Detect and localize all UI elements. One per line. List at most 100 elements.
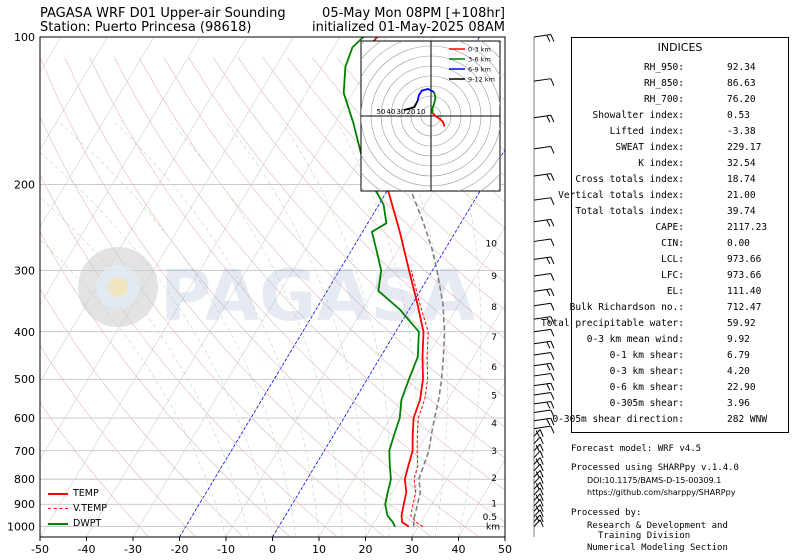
index-row: RH_700: 76.20 xyxy=(572,92,788,108)
isotherm xyxy=(40,37,201,306)
dry-adiabat xyxy=(287,57,505,283)
moist-adiabat xyxy=(337,123,418,537)
wind-barb xyxy=(533,514,544,523)
x-tick-label: -20 xyxy=(171,543,189,556)
index-value: -3.38 xyxy=(727,126,756,137)
wind-barb xyxy=(533,429,544,437)
dry-adiabat xyxy=(188,57,505,398)
wind-barb xyxy=(533,328,555,337)
height-label: 1 xyxy=(491,500,497,510)
height-label: 10 xyxy=(486,239,498,249)
legend-swatch xyxy=(48,508,68,509)
index-row: Bulk Richardson no.: 712.47 xyxy=(569,300,788,316)
index-value: 86.63 xyxy=(727,78,756,89)
index-label: Cross totals index: xyxy=(575,174,684,185)
legend-entry: V.TEMP xyxy=(46,501,107,516)
index-label: Vertical totals index: xyxy=(558,190,684,201)
dry-adiabat xyxy=(40,231,291,537)
pagasa-logo-watermark: PAGASA xyxy=(78,247,475,337)
index-row: Cross totals index: 18.74 xyxy=(572,172,788,188)
height-label: 9 xyxy=(491,272,497,282)
index-label: K index: xyxy=(638,158,684,169)
isotherm xyxy=(225,71,505,537)
series-parcel xyxy=(380,57,446,527)
wind-barb xyxy=(533,273,555,281)
index-label: Showalter index: xyxy=(592,110,684,121)
dry-adiabat xyxy=(262,57,505,311)
station-label: Station: Puerto Princesa (98618) xyxy=(40,20,252,35)
index-label: 0-305m shear: xyxy=(609,398,684,409)
wind-barb xyxy=(533,372,555,381)
isotherm-highlight xyxy=(272,148,505,537)
moist-adiabat xyxy=(448,123,482,537)
index-row: EL: 111.40 xyxy=(572,284,788,300)
y-tick-label: 200 xyxy=(14,178,35,191)
y-tick-label: 400 xyxy=(14,326,35,339)
hodo-trace xyxy=(431,112,446,127)
index-label: Lifted index: xyxy=(609,126,684,137)
isotherm xyxy=(40,37,62,73)
legend-entry: TEMP xyxy=(46,486,107,501)
index-label: 0-6 km shear: xyxy=(609,382,684,393)
wind-barb xyxy=(533,436,544,445)
y-tick-label: 500 xyxy=(14,373,35,386)
hodo-trace xyxy=(403,100,419,111)
dry-adiabat xyxy=(113,57,505,491)
index-label: RH_950: xyxy=(643,62,684,73)
moist-adiabat xyxy=(282,123,391,537)
y-tick-label: 900 xyxy=(14,498,35,511)
forecast-model: Forecast model: WRF v4.5 xyxy=(571,444,702,454)
index-label: RH_850: xyxy=(643,78,684,89)
org-line-2: Training Division xyxy=(598,531,691,541)
height-label: 5 xyxy=(491,392,497,402)
legend-label: TEMP xyxy=(73,488,99,499)
height-label: 4 xyxy=(491,420,497,430)
index-value: 6.79 xyxy=(727,350,750,361)
dry-adiabat xyxy=(237,57,505,339)
index-value: 39.74 xyxy=(727,206,756,217)
hodo-trace xyxy=(431,91,437,113)
index-label: CIN: xyxy=(661,238,684,249)
x-tick-label: -50 xyxy=(31,543,49,556)
height-label: 7 xyxy=(491,333,497,343)
valid-time: 05-May Mon 08PM [+108hr] xyxy=(322,6,505,21)
series-vtemp xyxy=(410,270,429,528)
wind-barb xyxy=(533,400,555,409)
hodo-trace xyxy=(416,88,435,102)
dry-adiabat xyxy=(212,57,505,368)
index-row: CIN: 0.00 xyxy=(572,236,788,252)
moist-adiabat xyxy=(171,123,343,537)
dry-adiabat xyxy=(40,174,338,537)
index-value: 21.00 xyxy=(727,190,756,201)
dry-adiabat xyxy=(40,115,385,537)
index-value: 0.53 xyxy=(727,110,750,121)
index-label: Bulk Richardson no.: xyxy=(569,302,684,313)
wind-barb xyxy=(533,340,555,349)
dry-adiabat xyxy=(40,57,432,537)
index-row: Showalter index: 0.53 xyxy=(572,108,788,124)
isotherm xyxy=(40,37,294,461)
wind-barb xyxy=(533,145,555,154)
wind-barb xyxy=(533,443,544,452)
wind-barb xyxy=(533,476,544,484)
isotherm xyxy=(0,37,15,537)
index-row: 0-6 km shear: 22.90 xyxy=(572,380,788,396)
hodo-legend-label: 0-3 km xyxy=(468,46,491,54)
index-row: Lifted index: -3.38 xyxy=(572,124,788,140)
moist-adiabat xyxy=(60,122,297,537)
dry-adiabat xyxy=(138,57,505,459)
index-row: LFC: 973.66 xyxy=(572,268,788,284)
index-row: Total precipitable water: 59.92 xyxy=(541,316,788,332)
dry-adiabat xyxy=(40,402,150,537)
x-tick-label: 20 xyxy=(359,543,373,556)
isotherm-highlight xyxy=(179,37,480,537)
wind-barb xyxy=(533,382,555,391)
wind-barb xyxy=(533,470,544,478)
indices-panel: INDICES RH_950: 92.34 RH_850: 86.63 RH_700: 7… xyxy=(541,37,789,433)
index-label: EL: xyxy=(666,286,684,297)
index-value: 973.66 xyxy=(727,270,762,281)
hodo-legend-label: 9-12 km xyxy=(468,76,495,84)
wind-barb xyxy=(533,114,555,123)
index-row: 0-3 km shear: 4.20 xyxy=(572,364,788,380)
